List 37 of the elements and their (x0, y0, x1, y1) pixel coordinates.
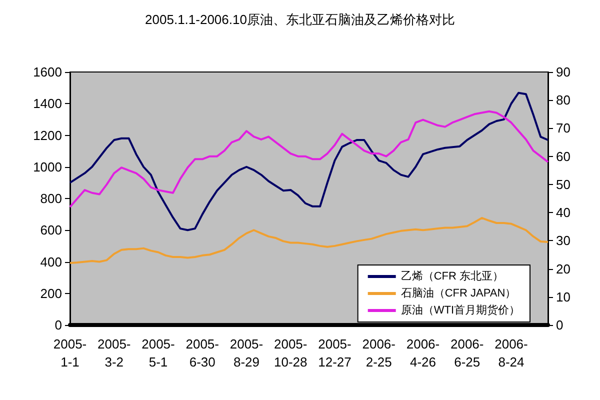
y2-tick-label: 20 (556, 261, 570, 276)
y2-tick-label: 80 (556, 92, 570, 108)
chart-title: 2005.1.1-2006.10原油、东北亚石脑油及乙烯价格对比 (145, 12, 455, 27)
x-tick-label: 2005-8-29 (230, 336, 264, 370)
y-tick-label: 600 (40, 222, 62, 238)
legend-label: 石脑油（CFR JAPAN） (400, 286, 516, 300)
x-tick-label: 2005-1-1 (53, 336, 87, 370)
y2-tick-label: 0 (556, 318, 564, 332)
x-tick-label: 2005-3-2 (98, 336, 131, 370)
x-tick-label: 2005-6-30 (186, 336, 219, 370)
y2-tick-label: 90 (556, 64, 570, 80)
y-tick-label: 1400 (33, 96, 62, 112)
line-series (69, 110, 549, 208)
y-tick-label: 1600 (33, 64, 62, 80)
legend-label: 原油（WTI首月期货价） (400, 304, 520, 316)
y-tick-label: 200 (40, 286, 62, 301)
y-tick-label: 0 (54, 318, 62, 332)
line-series (69, 216, 549, 264)
y2-tick-label: 10 (556, 289, 570, 304)
y2-tick-label: 30 (556, 233, 570, 248)
legend-label: 乙烯（CFR 东北亚） (400, 270, 504, 282)
x-tick-label: 2006-6-25 (450, 336, 484, 370)
y2-tick-label: 70 (556, 120, 570, 136)
x-tick-label: 2006-4-26 (406, 336, 440, 370)
x-tick-label: 2005-12-27 (318, 336, 352, 370)
x-tick-label: 2006-2-25 (362, 336, 396, 370)
y-tick-label: 400 (40, 254, 62, 270)
x-tick-label: 2005-10-28 (274, 336, 308, 370)
y2-tick-label: 60 (556, 148, 570, 164)
y-tick-label: 800 (40, 191, 62, 206)
x-tick-label: 2005-5-1 (142, 336, 175, 370)
line-series (69, 92, 549, 232)
x-tick-label: 2006-8-24 (494, 336, 528, 370)
y2-tick-label: 50 (556, 176, 570, 192)
y-tick-label: 1000 (33, 159, 62, 174)
y2-tick-label: 40 (556, 205, 570, 220)
y-tick-label: 1200 (33, 128, 62, 143)
